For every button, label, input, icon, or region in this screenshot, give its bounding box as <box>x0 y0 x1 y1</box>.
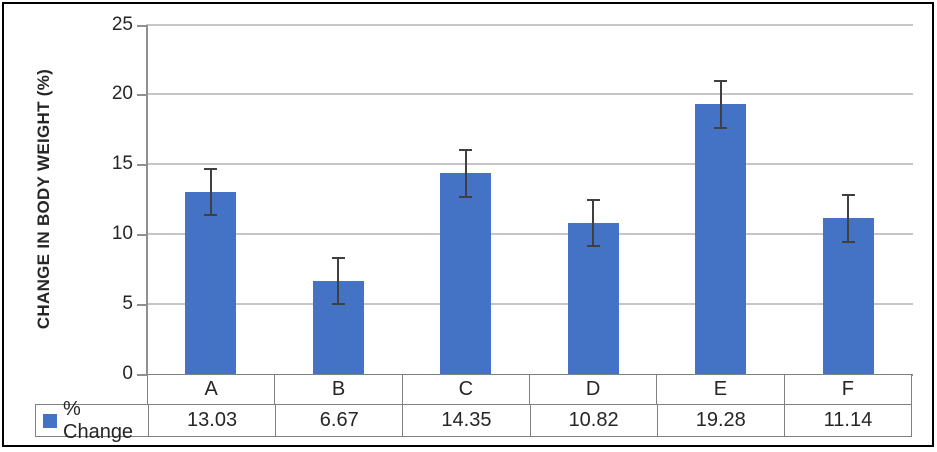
value-cell: 11.14 <box>783 405 912 436</box>
value-cell: 19.28 <box>656 405 784 436</box>
value-cell: 6.67 <box>275 405 403 436</box>
legend-swatch-icon <box>43 413 57 428</box>
value-cell: 14.35 <box>402 405 530 436</box>
y-tick-label: 25 <box>111 13 133 35</box>
error-bar-cap <box>714 126 728 129</box>
error-bar-cap <box>586 244 600 247</box>
bar <box>695 104 747 374</box>
category-cell: C <box>401 375 529 404</box>
legend-cell: % Change <box>36 398 148 443</box>
category-cell: D <box>528 375 657 404</box>
y-axis-line <box>146 24 148 376</box>
error-bar-line <box>209 168 212 216</box>
error-bar-cap <box>841 240 855 243</box>
y-tick-label: 0 <box>122 363 133 384</box>
error-bar-cap <box>714 80 728 82</box>
value-cell: 13.03 <box>148 405 276 436</box>
category-cell: E <box>656 375 784 404</box>
y-tick <box>137 304 146 307</box>
error-bar-line <box>847 193 850 243</box>
bar <box>440 173 492 374</box>
error-bar-cap <box>331 256 345 259</box>
category-cell: F <box>783 375 911 404</box>
value-row: % Change 13.03 6.67 14.35 10.82 19.28 11.14 <box>35 398 912 443</box>
bar <box>185 191 237 374</box>
error-bar-cap <box>331 302 345 305</box>
category-cell: A <box>148 375 275 404</box>
y-tick-label: 15 <box>111 153 133 175</box>
value-cell: 10.82 <box>529 405 657 436</box>
error-bar-cap <box>586 198 600 201</box>
gridline <box>146 303 913 306</box>
error-bar-line <box>337 256 340 305</box>
y-tick <box>137 234 146 237</box>
y-tick-label: 20 <box>111 83 133 105</box>
error-bar-cap <box>204 213 218 216</box>
legend-label: % Change <box>63 397 134 443</box>
error-bar-line <box>592 198 595 247</box>
gridline <box>146 233 913 236</box>
y-tick <box>137 24 146 27</box>
gridline <box>146 163 913 166</box>
gridline <box>146 93 913 96</box>
y-tick <box>137 164 146 167</box>
y-tick-label: 10 <box>111 223 133 245</box>
y-tick <box>137 94 146 97</box>
bar <box>567 222 619 374</box>
error-bar-line <box>719 80 722 129</box>
error-bar-cap <box>841 193 855 196</box>
y-tick-label: 5 <box>122 293 133 315</box>
error-bar-cap <box>459 148 473 151</box>
category-cell: B <box>274 375 402 404</box>
error-bar-cap <box>204 168 218 171</box>
gridline <box>146 23 913 26</box>
error-bar-line <box>464 148 467 198</box>
bar <box>822 218 874 374</box>
error-bar-cap <box>459 195 473 198</box>
